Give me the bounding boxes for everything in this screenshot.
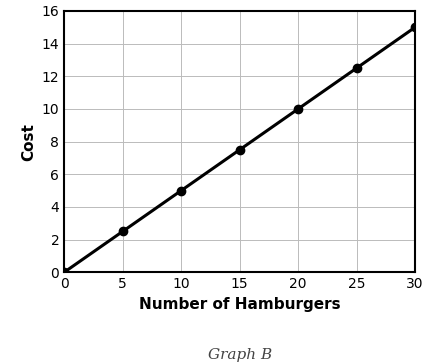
Text: Graph B: Graph B <box>208 348 272 363</box>
X-axis label: Number of Hamburgers: Number of Hamburgers <box>139 297 341 312</box>
Y-axis label: Cost: Cost <box>21 123 36 160</box>
